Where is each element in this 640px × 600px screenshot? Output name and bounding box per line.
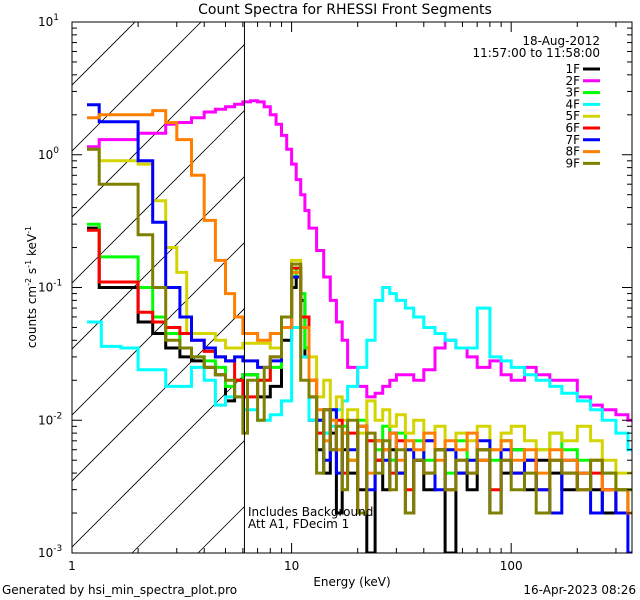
legend-label-5F: 5F [565,109,580,123]
hatch-line [72,109,245,284]
legend-label-7F: 7F [565,133,580,147]
series-8F [87,109,632,515]
annotation-attenuator: Att A1, FDecim 1 [248,517,349,531]
hatch-line [72,175,245,350]
legend-label-2F: 2F [565,74,580,88]
timestamp-label: 16-Apr-2023 08:26 [523,583,636,597]
hatch-line [72,307,245,482]
annotation-background: Includes Background [248,505,373,519]
series-group [87,99,632,553]
y-tick-label: 101 [38,13,59,29]
generated-by-label: Generated by hsi_min_spectra_plot.pro [2,583,237,597]
hatch-line [72,373,245,548]
y-tick-label: 10-2 [38,411,62,427]
y-tick-exponent: 1 [53,13,59,23]
x-tick-label: 10 [284,559,299,573]
chart-title: Count Spectra for RHESSI Front Segments [198,2,492,18]
legend-label-9F: 9F [565,156,580,170]
y-tick-exponent: -3 [53,544,62,554]
y-tick-exponent: -1 [53,279,62,289]
legend-label-6F: 6F [565,121,580,135]
series-5F [87,147,632,475]
hatch-line [72,43,245,218]
legend-label-3F: 3F [565,86,580,100]
legend-label-1F: 1F [565,62,580,76]
legend-label-4F: 4F [565,97,580,111]
y-tick-label: 10-3 [38,544,62,560]
series-9F [87,147,632,515]
time-range-label: 11:57:00 to 11:58:00 [473,46,600,60]
x-axis-label: Energy (keV) [313,575,390,589]
x-tick-label: 100 [500,559,523,573]
hatch-line [528,0,640,553]
y-axis-label: counts cm-2 s-1 keV-1 [24,226,39,348]
y-tick-exponent: 0 [53,146,59,156]
hatch-line [131,439,245,553]
series-4F [87,286,632,452]
hatch-line [264,0,640,553]
hatch-line [72,22,202,152]
series-6F [87,228,632,515]
legend-label-8F: 8F [565,145,580,159]
date-label: 18-Aug-2012 [522,34,600,48]
series-2F [87,99,632,422]
hatch-line [72,241,245,416]
y-tick-label: 10-1 [38,279,62,295]
x-tick-label: 1 [68,559,76,573]
hatched-region [72,0,640,553]
y-tick-exponent: -2 [53,411,62,421]
y-tick-label: 100 [38,146,59,162]
